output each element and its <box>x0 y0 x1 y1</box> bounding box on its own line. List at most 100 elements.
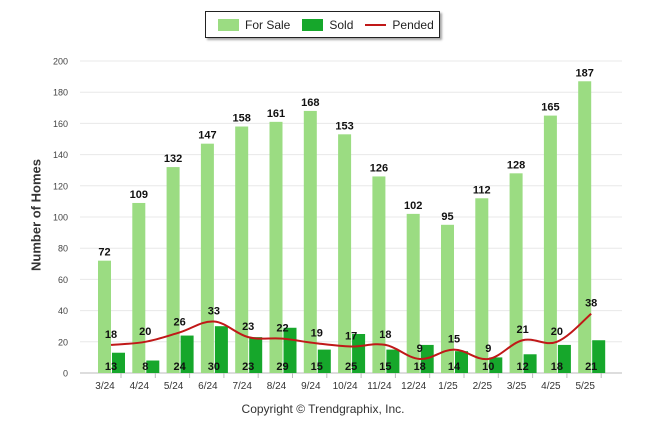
y-tick-label: 40 <box>58 306 68 316</box>
bar-for-sale <box>98 260 111 373</box>
data-label-for-sale: 95 <box>441 211 453 223</box>
data-label-sold: 23 <box>242 361 254 373</box>
legend: For Sale Sold Pended <box>205 11 440 38</box>
bar-sold <box>214 326 228 373</box>
x-tick-label: 12/24 <box>401 381 426 392</box>
data-label-sold: 8 <box>142 361 148 373</box>
data-label-for-sale: 128 <box>507 159 525 171</box>
data-label-pended: 9 <box>485 343 491 355</box>
data-label-pended: 19 <box>311 327 323 339</box>
legend-item-sold[interactable]: Sold <box>302 18 353 32</box>
bar-sold <box>523 354 537 373</box>
data-label-pended: 22 <box>276 323 288 335</box>
bar-for-sale <box>269 121 283 373</box>
data-label-for-sale: 158 <box>233 113 251 125</box>
bar-for-sale <box>406 213 420 373</box>
data-label-pended: 18 <box>105 329 117 341</box>
y-tick-label: 60 <box>58 275 68 285</box>
data-label-pended: 33 <box>208 306 220 318</box>
bar-sold <box>557 344 571 373</box>
data-label-for-sale: 168 <box>301 97 319 109</box>
bar-for-sale <box>132 202 146 373</box>
data-label-for-sale: 161 <box>267 108 285 120</box>
data-label-sold: 25 <box>345 361 357 373</box>
x-tick-label: 5/24 <box>164 381 184 392</box>
y-tick-label: 140 <box>53 150 68 160</box>
bar-for-sale <box>543 115 557 373</box>
y-axis-title: Number of Homes <box>28 159 44 271</box>
x-tick-label: 9/24 <box>301 381 321 392</box>
data-label-sold: 24 <box>173 361 186 373</box>
legend-item-pended[interactable]: Pended <box>365 18 434 32</box>
data-label-sold: 12 <box>516 361 528 373</box>
data-label-pended: 18 <box>379 329 391 341</box>
y-tick-label: 160 <box>53 119 68 129</box>
data-label-pended: 23 <box>242 321 254 333</box>
copyright-text: Copyright © Trendgraphix, Inc. <box>241 402 405 416</box>
bar-sold <box>455 351 468 373</box>
data-label-pended: 26 <box>173 316 185 328</box>
bar-sold <box>112 352 125 373</box>
bar-for-sale <box>166 167 180 373</box>
bar-sold <box>317 349 331 373</box>
bar-sold <box>386 349 400 373</box>
legend-label-for-sale: For Sale <box>245 17 291 32</box>
x-tick-label: 11/24 <box>367 381 392 392</box>
data-label-sold: 30 <box>208 361 220 373</box>
data-label-for-sale: 147 <box>198 130 216 142</box>
data-label-for-sale: 109 <box>130 189 148 201</box>
y-tick-label: 120 <box>53 181 68 191</box>
data-label-pended: 38 <box>585 298 597 310</box>
data-label-for-sale: 153 <box>335 120 353 132</box>
data-label-for-sale: 132 <box>164 153 182 165</box>
data-label-sold: 21 <box>585 361 597 373</box>
bar-for-sale <box>441 224 454 373</box>
data-label-for-sale: 72 <box>98 247 110 259</box>
x-tick-label: 4/24 <box>130 381 150 392</box>
x-tick-label: 3/24 <box>95 381 115 392</box>
data-label-sold: 18 <box>414 361 426 373</box>
bar-for-sale <box>338 134 352 373</box>
data-label-pended: 17 <box>345 330 357 342</box>
data-label-for-sale: 102 <box>404 200 422 212</box>
data-label-sold: 15 <box>311 361 323 373</box>
x-tick-label: 4/25 <box>541 381 561 392</box>
x-tick-label: 5/25 <box>575 381 595 392</box>
x-tick-label: 10/24 <box>333 381 358 392</box>
data-label-pended: 15 <box>448 334 460 346</box>
x-tick-label: 6/24 <box>198 381 218 392</box>
bar-sold <box>180 335 194 373</box>
data-label-for-sale: 112 <box>473 184 491 196</box>
y-tick-label: 0 <box>63 369 68 379</box>
y-tick-label: 100 <box>53 213 68 223</box>
bar-for-sale <box>372 176 386 373</box>
bar-sold <box>146 360 160 373</box>
x-tick-label: 8/24 <box>267 381 287 392</box>
data-label-sold: 15 <box>379 361 391 373</box>
data-label-sold: 14 <box>448 361 461 373</box>
legend-swatch-sold <box>302 18 324 31</box>
legend-swatch-pended <box>365 23 387 26</box>
legend-item-for-sale[interactable]: For Sale <box>218 18 290 32</box>
bar-for-sale <box>303 110 317 374</box>
data-label-sold: 29 <box>276 361 288 373</box>
data-label-pended: 20 <box>551 326 563 338</box>
x-tick-label: 2/25 <box>473 381 493 392</box>
bar-for-sale <box>578 81 592 373</box>
y-tick-label: 80 <box>58 244 68 254</box>
x-tick-label: 3/25 <box>507 381 527 392</box>
bar-for-sale <box>509 173 523 373</box>
bar-sold <box>352 334 366 373</box>
x-tick-label: 1/25 <box>438 381 458 392</box>
y-tick-label: 20 <box>58 337 68 347</box>
bar-for-sale <box>475 198 489 373</box>
bar-sold <box>592 340 606 373</box>
y-tick-label: 200 <box>53 57 68 67</box>
data-label-pended: 9 <box>417 343 423 355</box>
data-label-sold: 10 <box>482 361 494 373</box>
data-label-for-sale: 187 <box>576 67 594 79</box>
pended-line <box>110 312 592 361</box>
bar-sold <box>489 357 503 373</box>
legend-swatch-for-sale <box>218 18 239 31</box>
data-label-sold: 18 <box>551 361 563 373</box>
